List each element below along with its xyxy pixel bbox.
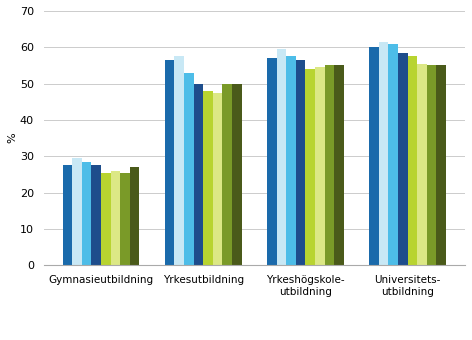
Bar bbox=[130, 167, 139, 265]
Bar bbox=[408, 56, 417, 265]
Bar bbox=[325, 65, 334, 265]
Bar bbox=[436, 65, 446, 265]
Bar bbox=[334, 65, 344, 265]
Bar bbox=[369, 47, 379, 265]
Bar bbox=[194, 84, 203, 265]
Bar bbox=[72, 158, 82, 265]
Bar bbox=[92, 165, 101, 265]
Bar bbox=[184, 73, 194, 265]
Bar bbox=[398, 53, 408, 265]
Bar bbox=[267, 58, 277, 265]
Y-axis label: %: % bbox=[7, 133, 17, 143]
Bar bbox=[82, 162, 92, 265]
Bar bbox=[63, 165, 72, 265]
Bar bbox=[232, 84, 242, 265]
Bar bbox=[417, 64, 427, 265]
Bar bbox=[315, 67, 325, 265]
Bar bbox=[379, 42, 388, 265]
Bar bbox=[286, 56, 296, 265]
Bar bbox=[165, 60, 175, 265]
Bar bbox=[203, 91, 213, 265]
Bar bbox=[427, 65, 436, 265]
Bar bbox=[175, 56, 184, 265]
Bar bbox=[101, 173, 110, 265]
Bar bbox=[296, 60, 305, 265]
Bar bbox=[388, 44, 398, 265]
Bar bbox=[110, 171, 120, 265]
Bar bbox=[277, 49, 286, 265]
Bar bbox=[305, 69, 315, 265]
Bar bbox=[213, 93, 222, 265]
Bar bbox=[222, 84, 232, 265]
Bar bbox=[120, 173, 130, 265]
